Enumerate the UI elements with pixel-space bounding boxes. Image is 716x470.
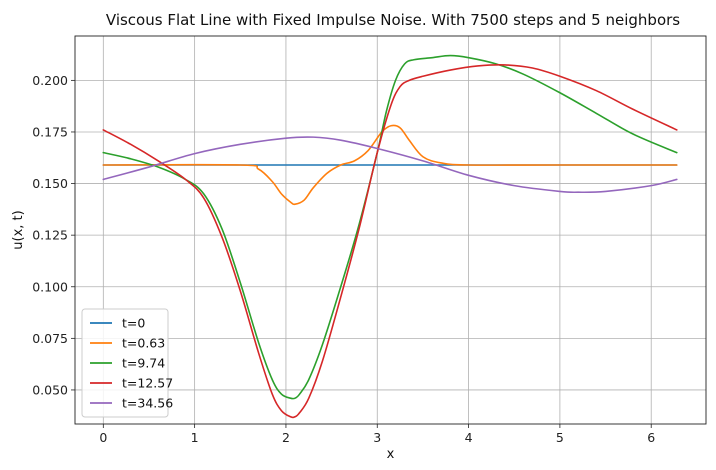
y-tick-label: 0.200 [32, 73, 68, 88]
y-tick-label: 0.100 [32, 279, 68, 294]
legend-label: t=12.57 [122, 376, 173, 391]
grid [75, 36, 706, 424]
y-tick-label: 0.125 [32, 228, 68, 243]
series-line-1 [102, 124, 678, 206]
series-line-2 [102, 54, 678, 400]
x-tick-label: 1 [191, 430, 199, 445]
x-tick-label: 0 [99, 430, 107, 445]
x-tick-label: 3 [373, 430, 381, 445]
x-axis-label: x [387, 447, 395, 462]
legend-label: t=9.74 [122, 356, 165, 371]
legend: t=0 t=0.63 t=9.74 t=12.57 t=34.56 [81, 308, 173, 418]
y-axis-label: u(x, t) [11, 210, 26, 249]
x-tick-label: 6 [647, 430, 655, 445]
x-tick-label: 2 [282, 430, 290, 445]
series-layer [102, 54, 678, 419]
legend-label: t=34.56 [122, 396, 173, 411]
y-tick-label: 0.050 [32, 382, 68, 397]
chart-title: Viscous Flat Line with Fixed Impulse Noi… [106, 11, 680, 29]
x-tick-label: 5 [556, 430, 564, 445]
y-tick-label: 0.075 [32, 331, 68, 346]
y-tick-label: 0.150 [32, 176, 68, 191]
legend-label: t=0.63 [122, 336, 165, 351]
legend-label: t=0 [122, 316, 145, 331]
y-tick-label: 0.175 [32, 124, 68, 139]
series-line-4 [102, 136, 678, 194]
series-line-3 [102, 63, 678, 419]
legend-box [81, 308, 169, 418]
plot-frame [74, 35, 707, 425]
axis-ticks: 0 1 2 3 4 5 6 0.050 0.075 0.100 0.125 0.150 0.175 0.2… [32, 73, 655, 445]
x-tick-label: 4 [465, 430, 473, 445]
